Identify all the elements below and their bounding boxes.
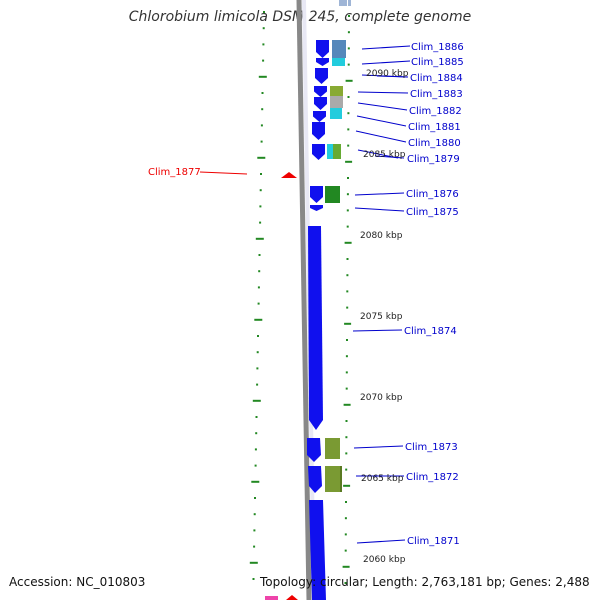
feature-box xyxy=(325,438,340,459)
gene-arrow xyxy=(316,40,329,58)
highlight-gene-marker xyxy=(281,172,297,178)
gene-arrow xyxy=(310,205,323,211)
gene-arrow xyxy=(310,186,323,203)
label-leader-line xyxy=(353,445,404,449)
gene-label-clim-1885[interactable]: Clim_1885 xyxy=(411,57,464,68)
feature-box xyxy=(348,0,351,6)
gene-label-clim-1882[interactable]: Clim_1882 xyxy=(409,106,462,117)
scale-label-2070: 2070 kbp xyxy=(360,393,403,403)
label-leader-line xyxy=(374,155,405,159)
scale-label-2075: 2075 kbp xyxy=(360,312,403,322)
gene-label-clim-1874[interactable]: Clim_1874 xyxy=(404,326,457,337)
scale-label-2080: 2080 kbp xyxy=(360,231,403,241)
accession-text: Accession: NC_010803 xyxy=(9,575,146,589)
feature-box xyxy=(332,40,346,58)
feature-box xyxy=(330,108,342,119)
gene-arrow xyxy=(312,144,325,160)
gene-label-clim-1877[interactable]: Clim_1877 xyxy=(148,167,201,178)
genome-backbone xyxy=(296,0,312,600)
label-leader-line xyxy=(356,115,407,127)
feature-box xyxy=(325,466,340,492)
gene-label-clim-1872[interactable]: Clim_1872 xyxy=(406,472,459,483)
gene-arrow xyxy=(312,122,325,140)
label-leader-line xyxy=(376,75,409,78)
feature-box xyxy=(265,596,278,600)
scale-label-2090: 2090 kbp xyxy=(366,69,409,79)
gene-label-clim-1871[interactable]: Clim_1871 xyxy=(407,536,460,547)
gene-label-clim-1873[interactable]: Clim_1873 xyxy=(405,442,458,453)
gene-arrow xyxy=(314,86,327,97)
gene-label-clim-1883[interactable]: Clim_1883 xyxy=(410,89,463,100)
gene-label-clim-1875[interactable]: Clim_1875 xyxy=(406,207,459,218)
feature-box xyxy=(340,466,342,492)
label-leader-line xyxy=(355,130,407,143)
feature-box xyxy=(325,186,340,203)
gene-arrow xyxy=(314,97,327,110)
feature-box xyxy=(333,144,341,159)
feature-box xyxy=(339,0,347,6)
feature-box xyxy=(330,96,343,108)
gene-arrow xyxy=(308,466,322,493)
label-leader-line xyxy=(357,91,409,94)
gene-arrow-long xyxy=(309,500,326,600)
genome-stats-text: Topology: circular; Length: 2,763,181 bp… xyxy=(260,575,590,589)
gene-label-clim-1876[interactable]: Clim_1876 xyxy=(406,189,459,200)
gene-arrow xyxy=(316,58,329,66)
label-leader-line xyxy=(354,192,405,196)
scale-label-2065: 2065 kbp xyxy=(361,474,404,484)
gene-label-clim-1880[interactable]: Clim_1880 xyxy=(408,138,461,149)
gene-arrow xyxy=(307,438,321,462)
label-leader-line xyxy=(357,102,408,111)
gene-label-clim-1879[interactable]: Clim_1879 xyxy=(407,154,460,165)
feature-box xyxy=(327,144,333,159)
gene-arrow xyxy=(315,68,328,84)
label-leader-line xyxy=(354,207,405,212)
highlight-leader-line xyxy=(199,171,248,175)
feature-box xyxy=(330,86,343,96)
scale-label-2085: 2085 kbp xyxy=(363,150,406,160)
feature-marker xyxy=(286,595,298,600)
label-leader-line xyxy=(361,60,411,65)
gene-label-clim-1881[interactable]: Clim_1881 xyxy=(408,122,461,133)
label-leader-line xyxy=(352,329,403,332)
gene-arrow-long xyxy=(308,226,323,430)
label-leader-line xyxy=(361,45,411,50)
gene-arrow xyxy=(313,111,326,122)
gene-label-clim-1884[interactable]: Clim_1884 xyxy=(410,73,463,84)
scale-label-2060: 2060 kbp xyxy=(363,555,406,565)
feature-box xyxy=(332,58,345,66)
gene-label-clim-1886[interactable]: Clim_1886 xyxy=(411,42,464,53)
label-leader-line xyxy=(356,539,406,544)
